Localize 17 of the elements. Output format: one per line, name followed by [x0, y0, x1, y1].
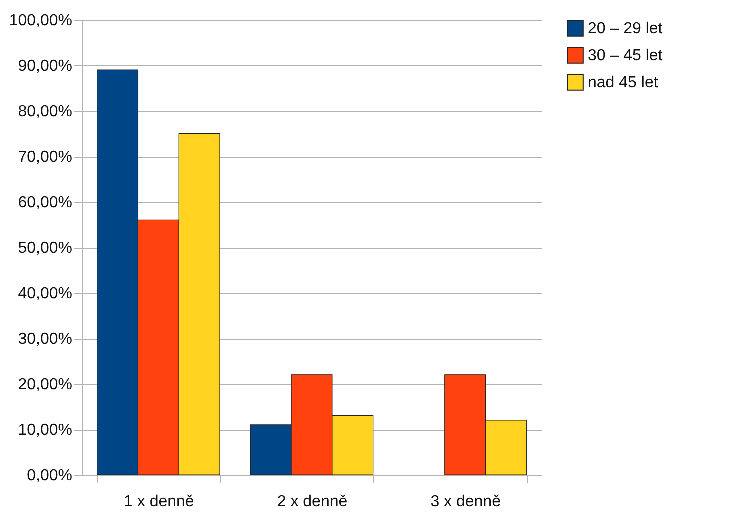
x-tick-label: 3 x denně: [430, 494, 502, 510]
x-tick-label: 1 x denně: [124, 494, 194, 510]
legend-label: nad 45 let: [588, 74, 659, 92]
legend-label: 30 – 45 let: [588, 48, 664, 64]
y-tick-label: 60,00%: [18, 194, 72, 212]
legend-label: 20 – 29 let: [588, 20, 664, 38]
y-tick-label: 50,00%: [18, 240, 72, 257]
y-tick-label: 10,00%: [18, 422, 72, 439]
y-tick-label: 90,00%: [18, 58, 72, 75]
y-tick-label: 30,00%: [18, 331, 72, 348]
y-tick-label: 40,00%: [18, 286, 72, 302]
y-tick-label: 70,00%: [18, 149, 72, 166]
y-tick-label: 20,00%: [18, 376, 72, 394]
x-tick-label: 2 x denně: [277, 494, 348, 510]
y-tick-label: 100,00%: [9, 12, 72, 30]
y-tick-label: 0,00%: [27, 468, 72, 484]
y-tick-label: 80,00%: [18, 104, 72, 120]
